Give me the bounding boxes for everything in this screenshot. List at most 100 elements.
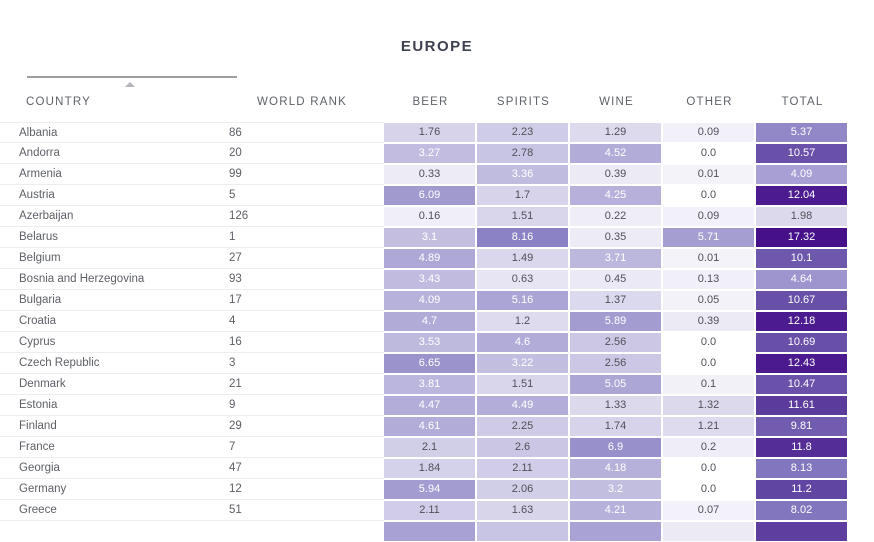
country-cell: Belgium	[19, 252, 61, 264]
other-cell: 1.21	[663, 417, 754, 436]
wine-cell: 1.29	[570, 123, 661, 142]
wine-cell: 1.33	[570, 396, 661, 415]
country-cell: Denmark	[19, 378, 66, 390]
country-cell: Finland	[19, 420, 57, 432]
total-cell: 10.1	[756, 249, 847, 268]
other-cell: 0.1	[663, 375, 754, 394]
column-header-other[interactable]: OTHER	[686, 96, 733, 108]
wine-cell: 5.89	[570, 312, 661, 331]
table-row: Azerbaijan 126 0.16 1.51 0.22 0.09 1.98	[0, 206, 849, 227]
country-cell: France	[19, 441, 55, 453]
other-cell: 5.71	[663, 228, 754, 247]
world-rank-cell: 16	[229, 336, 242, 348]
row-label-area: Bosnia and Herzegovina 93	[0, 269, 384, 290]
world-rank-cell: 51	[229, 504, 242, 516]
other-cell: 0.0	[663, 354, 754, 373]
table-row: Albania 86 1.76 2.23 1.29 0.09 5.37	[0, 122, 849, 143]
row-label-area: Cyprus 16	[0, 332, 384, 353]
total-cell: 9.81	[756, 417, 847, 436]
beer-cell: 2.1	[384, 438, 475, 457]
spirits-cell: 3.36	[477, 165, 568, 184]
total-cell: 8.13	[756, 459, 847, 478]
wine-cell: 6.9	[570, 438, 661, 457]
spirits-cell: 2.23	[477, 123, 568, 142]
total-cell: 1.98	[756, 207, 847, 226]
column-header-wine[interactable]: WINE	[599, 96, 634, 108]
beer-cell: 3.1	[384, 228, 475, 247]
spirits-cell: 1.49	[477, 249, 568, 268]
country-cell: Austria	[19, 189, 55, 201]
country-cell: Croatia	[19, 315, 57, 327]
table-row: Estonia 9 4.47 4.49 1.33 1.32 11.61	[0, 395, 849, 416]
total-cell: 11.8	[756, 438, 847, 457]
column-header-country[interactable]: COUNTRY	[26, 96, 92, 108]
wine-cell: 0.39	[570, 165, 661, 184]
country-cell: Azerbaijan	[19, 210, 74, 222]
column-header-beer[interactable]: BEER	[412, 96, 449, 108]
spirits-cell: 1.2	[477, 312, 568, 331]
country-cell: Czech Republic	[19, 357, 100, 369]
other-cell: 0.0	[663, 144, 754, 163]
beer-cell: 0.16	[384, 207, 475, 226]
table-body: Albania 86 1.76 2.23 1.29 0.09 5.37 Andorra 20 3.…	[0, 122, 849, 542]
sort-ascending-icon[interactable]	[125, 82, 135, 87]
wine-cell: 1.74	[570, 417, 661, 436]
other-cell: 0.01	[663, 165, 754, 184]
spirits-cell: 4.49	[477, 396, 568, 415]
row-label-area: Greece 51	[0, 500, 384, 521]
world-rank-cell: 27	[229, 252, 242, 264]
other-cell: 0.09	[663, 123, 754, 142]
table-row: Cyprus 16 3.53 4.6 2.56 0.0 10.69	[0, 332, 849, 353]
wine-cell: 4.52	[570, 144, 661, 163]
beer-cell: 4.7	[384, 312, 475, 331]
table-row: Georgia 47 1.84 2.11 4.18 0.0 8.13	[0, 458, 849, 479]
table-row: Czech Republic 3 6.65 3.22 2.56 0.0 12.43	[0, 353, 849, 374]
spirits-cell: 1.7	[477, 186, 568, 205]
table-row: Bosnia and Herzegovina 93 3.43 0.63 0.45 0.13…	[0, 269, 849, 290]
wine-cell: 4.18	[570, 459, 661, 478]
column-divider-line	[27, 76, 237, 78]
table-row: Austria 5 6.09 1.7 4.25 0.0 12.04	[0, 185, 849, 206]
world-rank-cell: 21	[229, 378, 242, 390]
row-label-area: Estonia 9	[0, 395, 384, 416]
total-cell: 10.57	[756, 144, 847, 163]
total-cell: 8.02	[756, 501, 847, 520]
world-rank-cell: 29	[229, 420, 242, 432]
beer-cell: 4.61	[384, 417, 475, 436]
table-row: Armenia 99 0.33 3.36 0.39 0.01 4.09	[0, 164, 849, 185]
wine-cell: 5.05	[570, 375, 661, 394]
spirits-cell: 1.51	[477, 375, 568, 394]
world-rank-cell: 99	[229, 168, 242, 180]
wine-cell: 0.45	[570, 270, 661, 289]
wine-cell: 4.25	[570, 186, 661, 205]
country-cell: Andorra	[19, 147, 60, 159]
wine-cell: 3.2	[570, 480, 661, 499]
country-cell: Georgia	[19, 462, 60, 474]
row-label-area	[0, 521, 384, 542]
table-row: Croatia 4 4.7 1.2 5.89 0.39 12.18	[0, 311, 849, 332]
column-header-total[interactable]: TOTAL	[781, 96, 824, 108]
world-rank-cell: 5	[229, 189, 236, 201]
world-rank-cell: 17	[229, 294, 242, 306]
total-cell: 17.32	[756, 228, 847, 247]
total-cell: 12.18	[756, 312, 847, 331]
country-cell: Greece	[19, 504, 57, 516]
world-rank-cell: 3	[229, 357, 236, 369]
wine-cell: 0.35	[570, 228, 661, 247]
row-label-area: Belarus 1	[0, 227, 384, 248]
column-header-spirits[interactable]: SPIRITS	[496, 96, 551, 108]
other-cell: 0.39	[663, 312, 754, 331]
column-header-world-rank[interactable]: WORLD RANK	[257, 96, 347, 108]
row-label-area: Belgium 27	[0, 248, 384, 269]
world-rank-cell: 86	[229, 126, 242, 139]
spirits-cell: 2.25	[477, 417, 568, 436]
country-cell: Bulgaria	[19, 294, 62, 306]
total-cell: 4.09	[756, 165, 847, 184]
table-row: Greece 51 2.11 1.63 4.21 0.07 8.02	[0, 500, 849, 521]
spirits-cell: 4.6	[477, 333, 568, 352]
total-cell: 11.2	[756, 480, 847, 499]
spirits-cell: 2.06	[477, 480, 568, 499]
country-cell: Belarus	[19, 231, 58, 243]
total-cell: 11.61	[756, 396, 847, 415]
world-rank-cell: 4	[229, 315, 236, 327]
